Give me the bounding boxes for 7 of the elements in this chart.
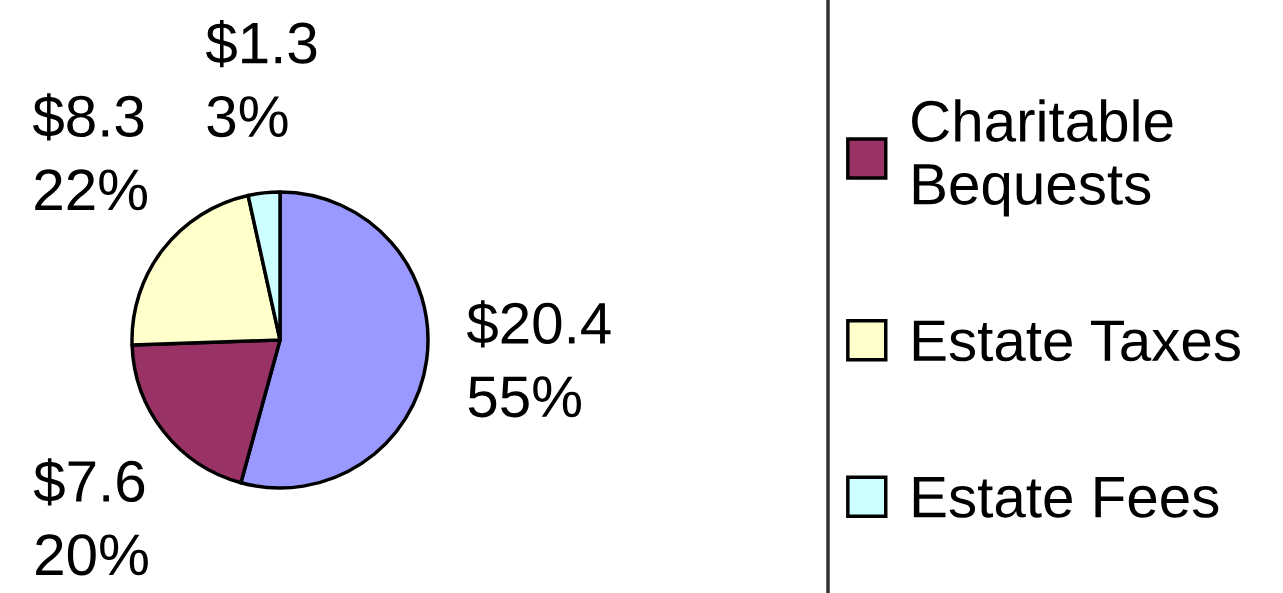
legend-label: Charitable Bequests: [912, 99, 1173, 217]
data-label: $20.4 55%: [466, 300, 611, 418]
legend-label: Estate Taxes: [913, 320, 1240, 362]
data-label: $7.6 20%: [33, 458, 148, 576]
legend-label: Estate Fees: [913, 477, 1219, 518]
data-label: $1.3 3%: [205, 20, 317, 138]
data-label: $8.3 22%: [32, 93, 147, 211]
